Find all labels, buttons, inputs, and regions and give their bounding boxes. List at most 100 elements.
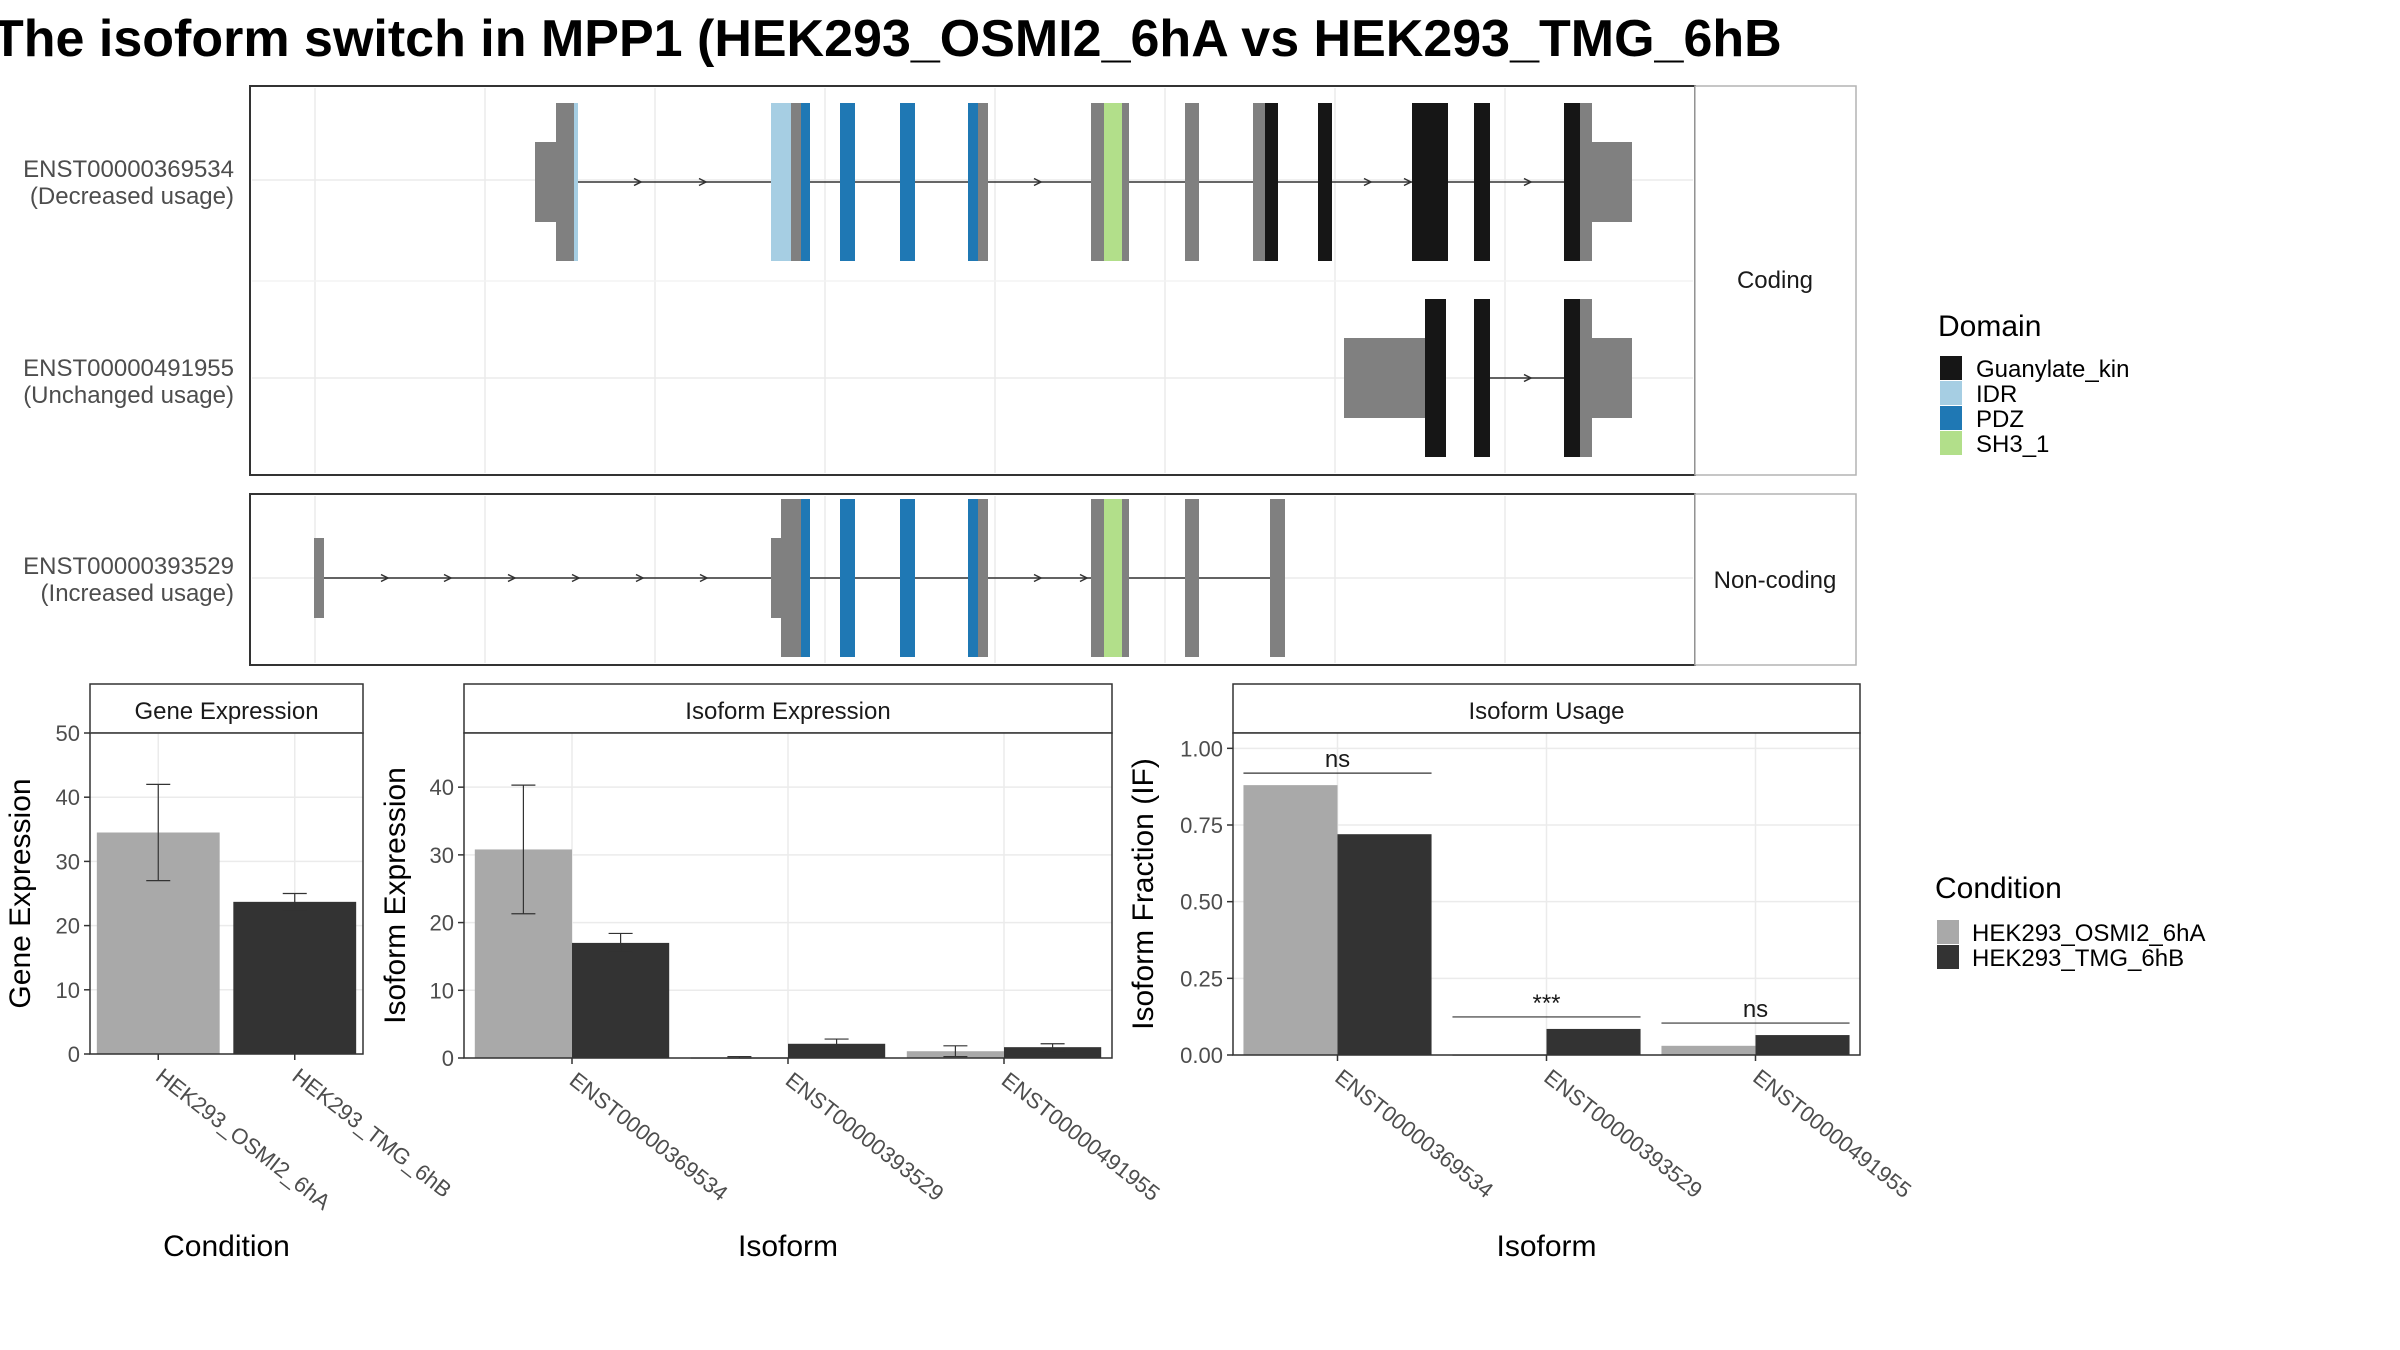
intron-arrow-1-5 — [1523, 177, 1533, 187]
x-tick-label: ENST00000491955 — [1748, 1064, 1916, 1203]
x-tick-label: ENST00000491955 — [997, 1067, 1165, 1206]
intron-arrow-1-0 — [633, 177, 643, 187]
bar-HEK293_OSMI2_6hA-ENST00000369534 — [1243, 785, 1338, 1055]
exon-block-2-2 — [1474, 299, 1490, 457]
condition-legend-key-b — [1937, 945, 1959, 969]
intron-arrow-3-2 — [507, 573, 517, 583]
y-tick-label: 20 — [430, 911, 454, 936]
utr-block-2-0 — [1344, 338, 1425, 418]
exon-block-1-10 — [1091, 103, 1104, 261]
noncoding-strip — [1694, 493, 1857, 666]
x-tick-label: ENST00000369534 — [1330, 1064, 1498, 1203]
plot-frame — [89, 732, 364, 1055]
isoform-label-3: ENST00000393529 (Increased usage) — [23, 553, 234, 607]
significance-label: *** — [1532, 990, 1560, 1017]
intron-arrow-3-5 — [699, 573, 709, 583]
exon-block-1-1 — [556, 103, 574, 261]
coding-strip-label: Coding — [1737, 267, 1813, 294]
intron-arrow-3-0 — [380, 573, 390, 583]
exon-block-1-8 — [968, 103, 978, 261]
intron-arrow-3-7 — [1079, 573, 1089, 583]
significance-label: ns — [1325, 746, 1350, 773]
facet-strip — [89, 683, 364, 734]
condition-legend-label-b: HEK293_TMG_6hB — [1972, 945, 2184, 972]
exon-block-2-4 — [1580, 299, 1592, 457]
utr-block-3-1 — [771, 538, 781, 618]
condition-legend-title: Condition — [1935, 872, 2062, 905]
exon-block-1-14 — [1253, 103, 1265, 261]
exon-block-3-7 — [978, 499, 988, 657]
exon-block-2-3 — [1564, 299, 1580, 457]
bar-HEK293_TMG_6hB-ENST00000369534 — [1337, 834, 1432, 1055]
intron-arrow-1-2 — [1033, 177, 1043, 187]
exon-block-1-5 — [801, 103, 810, 261]
exon-block-3-3 — [801, 499, 810, 657]
y-tick-label: 0.50 — [1180, 890, 1223, 915]
y-tick-label: 0.75 — [1180, 813, 1223, 838]
exon-block-1-19 — [1564, 103, 1580, 261]
exon-block-1-12 — [1122, 103, 1129, 261]
isoform-usage-plot: Isoform Usage 0.00 0.25 0.50 0.75 1.00 ns *** ns… — [1127, 683, 1916, 1263]
bar-HEK293_TMG_6hB-ENST00000393529 — [788, 1043, 886, 1058]
y-tick-label: 0.25 — [1180, 966, 1223, 991]
exon-block-2-1 — [1425, 299, 1446, 457]
figure-title: The isoform switch in MPP1 (HEK293_OSMI2… — [0, 10, 1782, 68]
legend-key-sh3-1 — [1940, 431, 1962, 455]
intron-arrow-3-4 — [635, 573, 645, 583]
intron-arrow-1-1 — [698, 177, 708, 187]
facet-strip — [463, 683, 1113, 734]
isoform-label-2: ENST00000491955 (Unchanged usage) — [23, 355, 234, 409]
legend-key-pdz — [1940, 406, 1962, 430]
noncoding-strip-label: Non-coding — [1714, 567, 1837, 594]
y-tick-label: 20 — [56, 914, 80, 939]
bar-HEK293_TMG_6hB-ENST00000491955 — [1004, 1047, 1102, 1058]
bar-HEK293_TMG_6hB-ENST00000369534 — [572, 942, 670, 1058]
utr-block-3-0 — [314, 538, 324, 618]
exon-block-1-4 — [791, 103, 801, 261]
y-tick-label: 30 — [56, 849, 80, 874]
intron-arrow-1-4 — [1403, 177, 1413, 187]
utr-block-1-0 — [535, 142, 556, 222]
y-tick-label: 10 — [56, 978, 80, 1003]
exon-block-3-9 — [1104, 499, 1122, 657]
exon-block-3-5 — [900, 499, 915, 657]
isoform-expression-plot: Isoform Expression 0 10 20 30 40 ENST000003695… — [379, 683, 1165, 1263]
y-axis-title: Gene Expression — [4, 778, 37, 1008]
exon-block-1-20 — [1580, 103, 1592, 261]
legend-label-pdz: PDZ — [1976, 406, 2024, 433]
y-axis-title: Isoform Fraction (IF) — [1127, 758, 1160, 1030]
exon-block-1-6 — [840, 103, 855, 261]
exon-block-3-11 — [1185, 499, 1199, 657]
legend-key-idr — [1940, 381, 1962, 405]
bar-HEK293_OSMI2_6hA-ENST00000491955 — [1661, 1045, 1756, 1055]
bar-HEK293_TMG_6hB-ENST00000393529 — [1546, 1028, 1641, 1055]
domain-legend-title: Domain — [1938, 310, 2041, 343]
exon-block-3-8 — [1091, 499, 1104, 657]
exon-block-3-2 — [781, 499, 801, 657]
intron-arrow-3-6 — [1033, 573, 1043, 583]
isoform-label-3-usage: (Increased usage) — [41, 580, 234, 607]
utr-block-2-5 — [1592, 338, 1632, 418]
y-tick-label: 40 — [430, 775, 454, 800]
x-axis-title: Isoform — [738, 1230, 838, 1263]
structure-isoforms — [314, 103, 1632, 657]
exon-block-3-12 — [1270, 499, 1285, 657]
exon-block-1-9 — [978, 103, 988, 261]
legend-key-guanylate-kin — [1940, 356, 1962, 380]
exon-block-1-17 — [1412, 103, 1448, 261]
y-tick-label: 10 — [430, 978, 454, 1003]
y-tick-label: 30 — [430, 843, 454, 868]
isoform-label-1-usage: (Decreased usage) — [30, 183, 234, 210]
exon-block-1-15 — [1265, 103, 1278, 261]
exon-block-1-13 — [1185, 103, 1199, 261]
exon-block-1-18 — [1474, 103, 1490, 261]
x-tick-label: ENST00000393529 — [1539, 1064, 1707, 1203]
exon-block-1-3 — [771, 103, 791, 261]
facet-strip-title: Gene Expression — [134, 698, 318, 725]
structure-panel-noncoding: Non-coding — [249, 493, 1857, 666]
y-tick-label: 1.00 — [1180, 736, 1223, 761]
y-tick-label: 0.00 — [1180, 1043, 1223, 1068]
y-tick-label: 50 — [56, 721, 80, 746]
condition-legend-label-a: HEK293_OSMI2_6hA — [1972, 920, 2205, 947]
